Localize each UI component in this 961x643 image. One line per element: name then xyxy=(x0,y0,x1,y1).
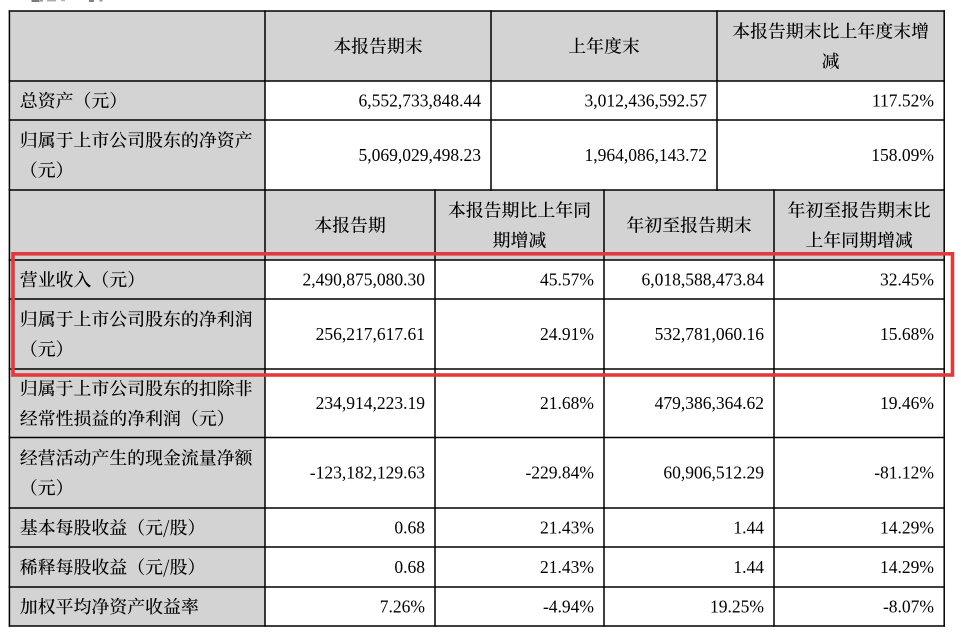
svg-text:2,490,875,080.30: 2,490,875,080.30 xyxy=(303,269,426,289)
svg-text:5,069,029,498.23: 5,069,029,498.23 xyxy=(359,145,482,165)
svg-text:234,914,223.19: 234,914,223.19 xyxy=(316,393,426,413)
svg-text:-123,182,129.63: -123,182,129.63 xyxy=(310,463,425,483)
svg-text:15.68%: 15.68% xyxy=(880,324,934,344)
svg-text:24.91%: 24.91% xyxy=(540,324,594,344)
svg-text:21.68%: 21.68% xyxy=(540,393,594,413)
svg-text:19.46%: 19.46% xyxy=(880,393,934,413)
svg-text:-4.94%: -4.94% xyxy=(543,596,594,616)
svg-text:32.45%: 32.45% xyxy=(880,269,934,289)
svg-text:1.44: 1.44 xyxy=(733,517,764,537)
svg-text:21.43%: 21.43% xyxy=(540,557,594,577)
svg-text:21.43%: 21.43% xyxy=(540,517,594,537)
svg-text:6,552,733,848.44: 6,552,733,848.44 xyxy=(359,90,482,110)
svg-text:1,964,086,143.72: 1,964,086,143.72 xyxy=(585,145,708,165)
svg-text:6,018,588,473.84: 6,018,588,473.84 xyxy=(642,269,765,289)
svg-text:158.09%: 158.09% xyxy=(871,145,934,165)
svg-text:-229.84%: -229.84% xyxy=(525,463,594,483)
svg-text:45.57%: 45.57% xyxy=(540,269,594,289)
svg-text:14.29%: 14.29% xyxy=(880,517,934,537)
svg-text:19.25%: 19.25% xyxy=(710,596,764,616)
svg-text:256,217,617.61: 256,217,617.61 xyxy=(316,324,425,344)
svg-text:14.29%: 14.29% xyxy=(880,557,934,577)
svg-text:60,906,512.29: 60,906,512.29 xyxy=(663,463,764,483)
svg-text:0.68: 0.68 xyxy=(394,557,425,577)
svg-text:3,012,436,592.57: 3,012,436,592.57 xyxy=(585,90,708,110)
svg-text:7.26%: 7.26% xyxy=(380,596,425,616)
svg-text:117.52%: 117.52% xyxy=(872,90,934,110)
svg-text:1.44: 1.44 xyxy=(733,557,764,577)
svg-text:479,386,364.62: 479,386,364.62 xyxy=(655,393,764,413)
svg-text:0.68: 0.68 xyxy=(394,517,425,537)
svg-text:532,781,060.16: 532,781,060.16 xyxy=(655,324,765,344)
svg-text:-8.07%: -8.07% xyxy=(883,596,934,616)
svg-text:-81.12%: -81.12% xyxy=(874,463,934,483)
